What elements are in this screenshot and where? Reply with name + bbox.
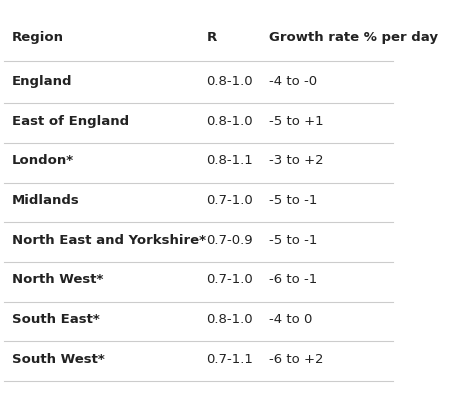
Text: -4 to -0: -4 to -0 <box>269 75 317 88</box>
Text: Region: Region <box>12 31 64 44</box>
Text: -5 to -1: -5 to -1 <box>269 194 317 207</box>
Text: Growth rate % per day: Growth rate % per day <box>269 31 438 44</box>
Text: -6 to -1: -6 to -1 <box>269 273 317 286</box>
Text: England: England <box>12 75 73 88</box>
Text: 0.7-1.1: 0.7-1.1 <box>207 353 253 366</box>
Text: 0.7-1.0: 0.7-1.0 <box>207 273 253 286</box>
Text: South East*: South East* <box>12 313 100 326</box>
Text: -3 to +2: -3 to +2 <box>269 154 324 167</box>
Text: East of England: East of England <box>12 115 129 128</box>
Text: -6 to +2: -6 to +2 <box>269 353 323 366</box>
Text: 0.8-1.0: 0.8-1.0 <box>207 313 253 326</box>
Text: 0.8-1.1: 0.8-1.1 <box>207 154 253 167</box>
Text: -4 to 0: -4 to 0 <box>269 313 312 326</box>
Text: 0.7-0.9: 0.7-0.9 <box>207 234 253 247</box>
Text: R: R <box>207 31 217 44</box>
Text: North East and Yorkshire*: North East and Yorkshire* <box>12 234 206 247</box>
Text: Midlands: Midlands <box>12 194 80 207</box>
Text: -5 to +1: -5 to +1 <box>269 115 324 128</box>
Text: 0.8-1.0: 0.8-1.0 <box>207 75 253 88</box>
Text: London*: London* <box>12 154 74 167</box>
Text: 0.7-1.0: 0.7-1.0 <box>207 194 253 207</box>
Text: South West*: South West* <box>12 353 105 366</box>
Text: 0.8-1.0: 0.8-1.0 <box>207 115 253 128</box>
Text: North West*: North West* <box>12 273 104 286</box>
Text: -5 to -1: -5 to -1 <box>269 234 317 247</box>
